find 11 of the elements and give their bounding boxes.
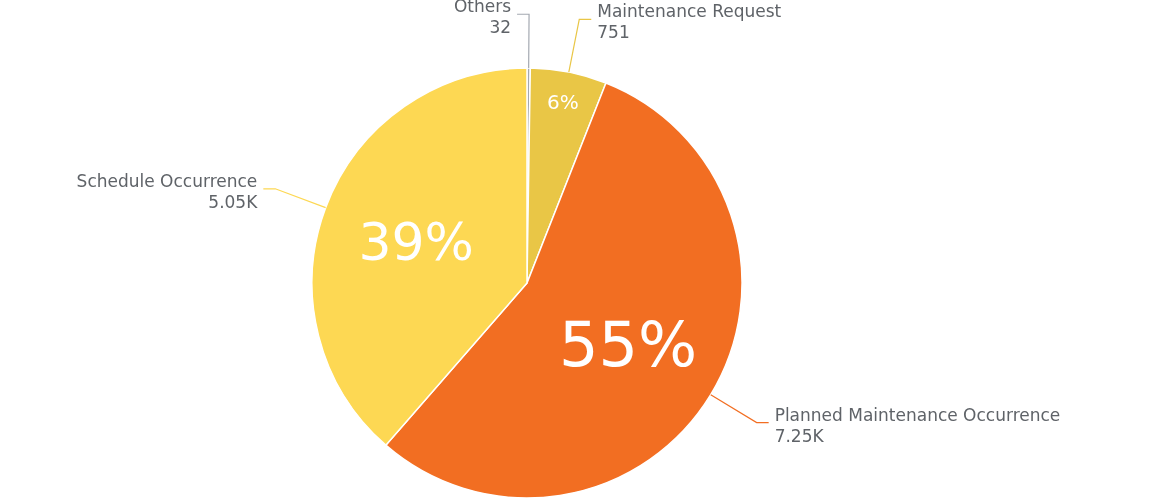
text: 55%	[558, 307, 698, 381]
slice-label: Maintenance Request	[597, 1, 782, 22]
slice-label: Schedule Occurrence	[76, 170, 258, 191]
text: 39%	[358, 211, 474, 272]
data-label: 5.05K	[208, 191, 259, 212]
slice-label: Planned Maintenance Occurrence	[774, 404, 1061, 425]
data-label: 751	[597, 22, 630, 43]
text: 6%	[547, 89, 579, 114]
slice-label: Others	[453, 0, 512, 17]
data-label: 32	[489, 17, 512, 38]
data-label: 7.25K	[774, 425, 825, 446]
